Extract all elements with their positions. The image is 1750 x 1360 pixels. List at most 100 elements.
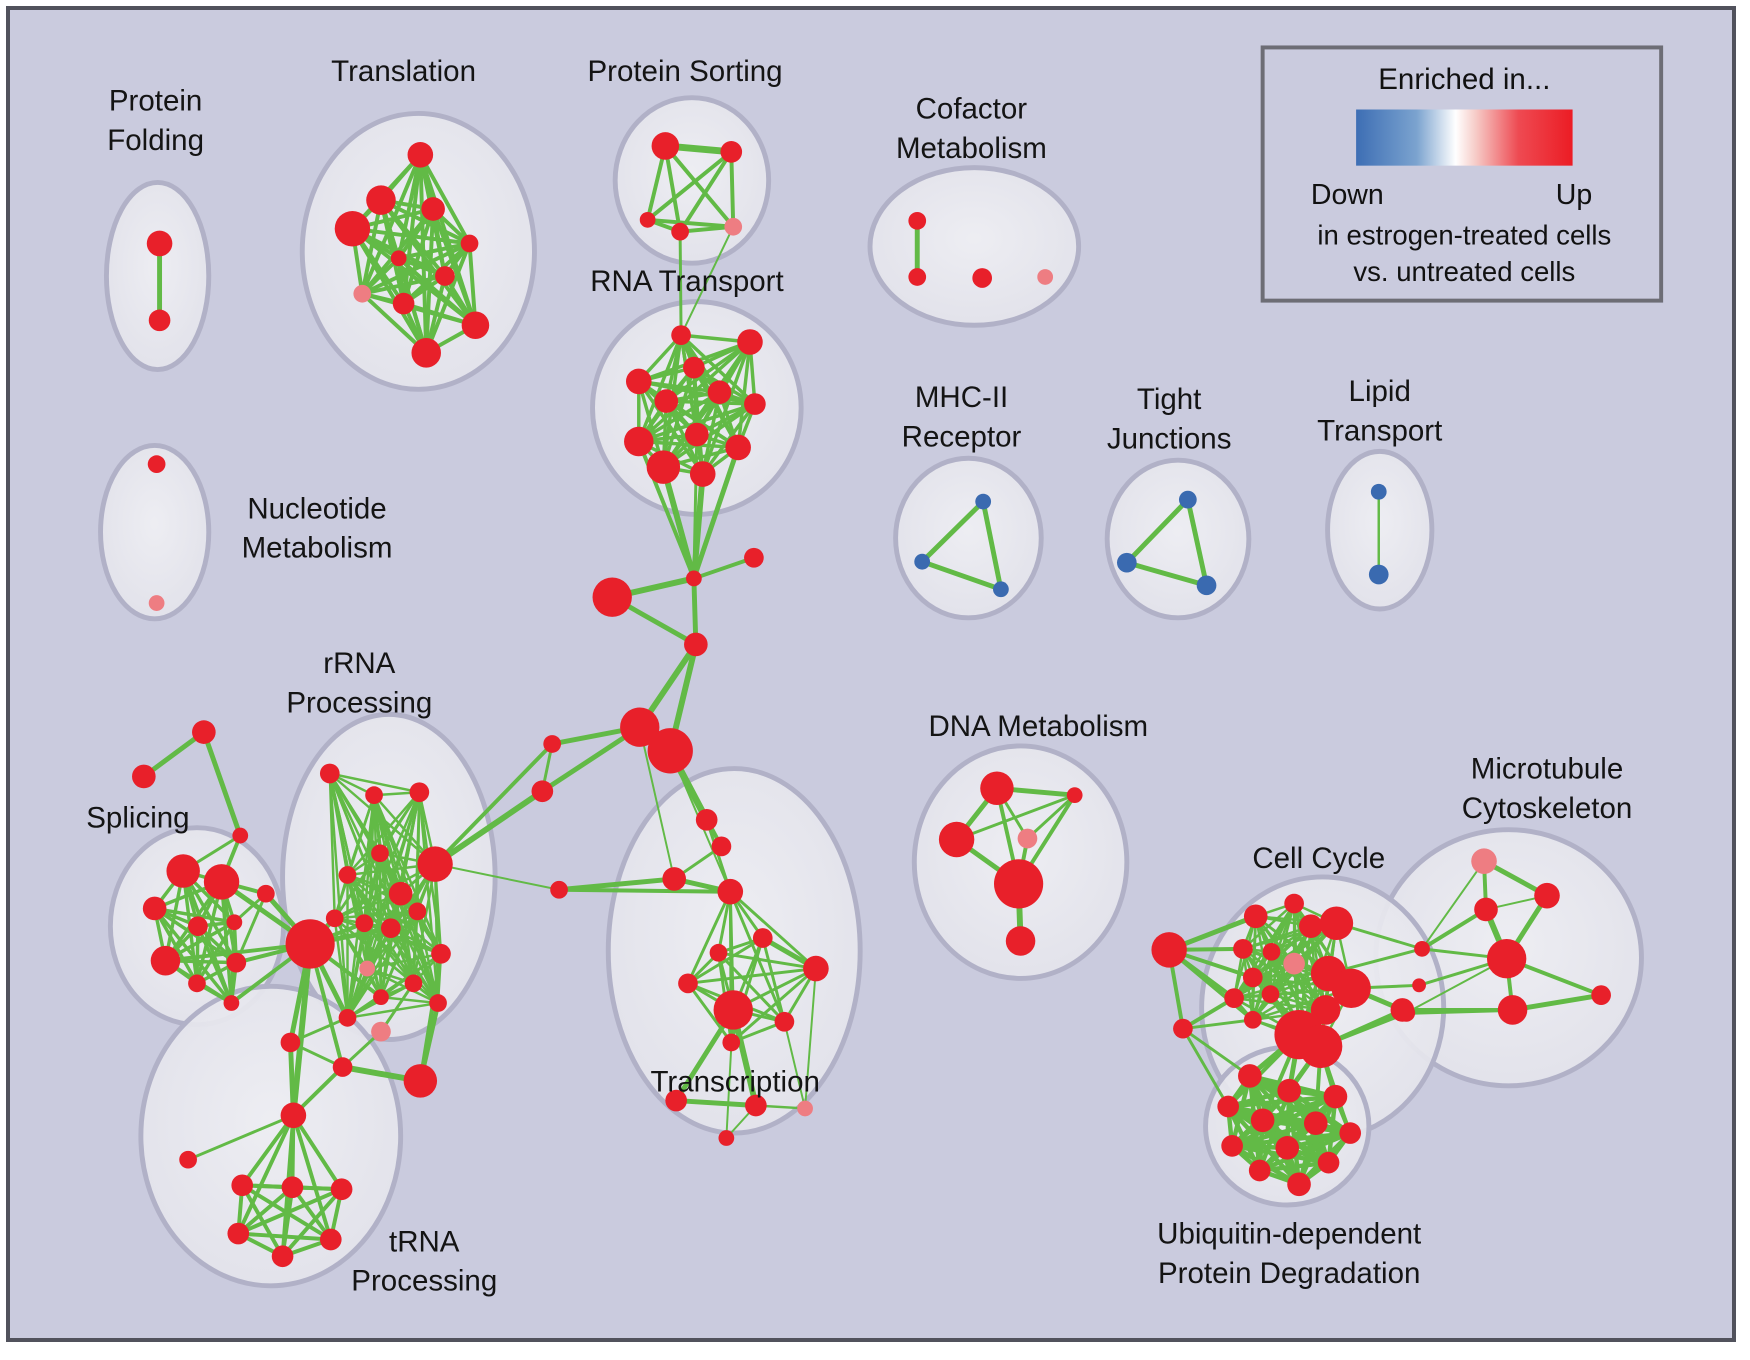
node-ub4[interactable] [1217, 1095, 1240, 1118]
node-ccl[interactable] [1151, 932, 1187, 968]
node-rr6[interactable] [338, 866, 357, 884]
node-r8[interactable] [685, 422, 709, 447]
node-c1[interactable] [908, 211, 927, 230]
node-mtc1[interactable] [1414, 940, 1430, 957]
node-rr3[interactable] [409, 782, 430, 803]
node-tn3[interactable] [231, 1174, 254, 1197]
node-x2[interactable] [132, 764, 156, 789]
node-tr4[interactable] [717, 878, 744, 905]
node-sp8[interactable] [188, 974, 206, 993]
node-r1[interactable] [671, 325, 691, 345]
node-s4[interactable] [671, 222, 689, 241]
node-rr9[interactable] [355, 914, 374, 933]
node-cc13[interactable] [1331, 968, 1371, 1008]
node-cc7[interactable] [1283, 952, 1305, 975]
node-c2[interactable] [908, 268, 927, 286]
node-c3[interactable] [972, 268, 993, 288]
node-cc16[interactable] [1299, 1024, 1343, 1069]
node-ub7[interactable] [1339, 1122, 1362, 1144]
node-t3[interactable] [334, 210, 371, 247]
node-cc11[interactable] [1243, 1010, 1262, 1029]
node-jx3[interactable] [684, 632, 708, 657]
node-tr2[interactable] [711, 836, 732, 857]
node-s3[interactable] [639, 211, 656, 228]
node-r10[interactable] [725, 434, 751, 461]
node-x1[interactable] [192, 720, 216, 744]
node-lp2[interactable] [1368, 564, 1389, 585]
node-t4[interactable] [421, 197, 445, 221]
node-m2[interactable] [914, 553, 931, 570]
node-jx1[interactable] [686, 570, 702, 587]
node-d6[interactable] [1005, 926, 1036, 956]
node-pf2[interactable] [148, 309, 171, 332]
node-jx5[interactable] [531, 780, 554, 803]
node-rr7[interactable] [388, 881, 413, 906]
node-tn8[interactable] [319, 1228, 342, 1251]
node-r3[interactable] [683, 356, 705, 379]
node-d2[interactable] [1066, 787, 1083, 804]
node-rr17[interactable] [338, 1008, 357, 1027]
node-ub10[interactable] [1317, 1151, 1340, 1174]
node-tj3[interactable] [1196, 575, 1217, 596]
node-h1[interactable] [592, 577, 632, 617]
node-rr13[interactable] [431, 943, 451, 964]
node-t8[interactable] [353, 284, 372, 303]
node-nm1[interactable] [147, 455, 166, 474]
node-rr4[interactable] [371, 844, 389, 863]
node-cc14[interactable] [1310, 995, 1341, 1025]
node-cc10[interactable] [1261, 985, 1280, 1004]
node-d4[interactable] [1017, 828, 1038, 849]
node-ub12[interactable] [1287, 1172, 1311, 1197]
node-b1[interactable] [332, 1057, 353, 1077]
node-t1[interactable] [407, 142, 434, 168]
node-d5[interactable] [994, 859, 1044, 909]
node-t5[interactable] [460, 234, 479, 253]
node-tj2[interactable] [1117, 552, 1137, 573]
node-hub[interactable] [285, 919, 335, 969]
node-m1[interactable] [975, 493, 992, 510]
node-t6[interactable] [390, 250, 407, 267]
node-ub2[interactable] [1277, 1078, 1302, 1103]
node-mtc2[interactable] [1412, 978, 1426, 993]
node-cc4[interactable] [1319, 906, 1354, 940]
node-lp1[interactable] [1370, 483, 1387, 500]
node-rr8[interactable] [325, 909, 344, 928]
node-tn7[interactable] [271, 1245, 294, 1268]
node-b3[interactable] [371, 1021, 391, 1042]
node-tn4[interactable] [281, 1176, 304, 1199]
node-mt1[interactable] [1471, 848, 1497, 874]
node-t2[interactable] [366, 185, 396, 215]
node-rr5[interactable] [417, 846, 453, 882]
node-ub8[interactable] [1221, 1135, 1243, 1157]
node-sp7[interactable] [226, 952, 247, 973]
node-tn5[interactable] [330, 1178, 353, 1201]
node-sp1[interactable] [166, 854, 200, 888]
node-jx2[interactable] [744, 547, 764, 568]
node-ub6[interactable] [1303, 1111, 1328, 1136]
node-r2[interactable] [737, 329, 763, 355]
node-t10[interactable] [461, 311, 490, 340]
node-cc1[interactable] [1243, 904, 1268, 929]
node-r12[interactable] [689, 461, 716, 487]
node-tr14[interactable] [797, 1100, 813, 1117]
node-sp2[interactable] [203, 864, 240, 900]
node-cc9[interactable] [1224, 988, 1244, 1008]
node-t7[interactable] [435, 266, 455, 286]
node-r9[interactable] [624, 426, 654, 457]
node-r6[interactable] [707, 380, 732, 405]
node-tr12[interactable] [665, 1089, 687, 1112]
node-sp5[interactable] [188, 916, 208, 937]
node-r4[interactable] [625, 368, 652, 395]
node-ub3[interactable] [1323, 1084, 1348, 1109]
node-tr15[interactable] [718, 1130, 735, 1146]
node-rr2[interactable] [365, 786, 383, 805]
node-mt5[interactable] [1497, 995, 1528, 1025]
node-s5[interactable] [724, 217, 743, 236]
node-tr9[interactable] [713, 990, 753, 1030]
node-r5[interactable] [654, 389, 679, 413]
node-sp6[interactable] [226, 914, 243, 931]
node-t11[interactable] [411, 338, 441, 368]
node-tn1[interactable] [280, 1102, 307, 1129]
node-rr15[interactable] [373, 989, 389, 1006]
node-d1[interactable] [980, 771, 1014, 806]
